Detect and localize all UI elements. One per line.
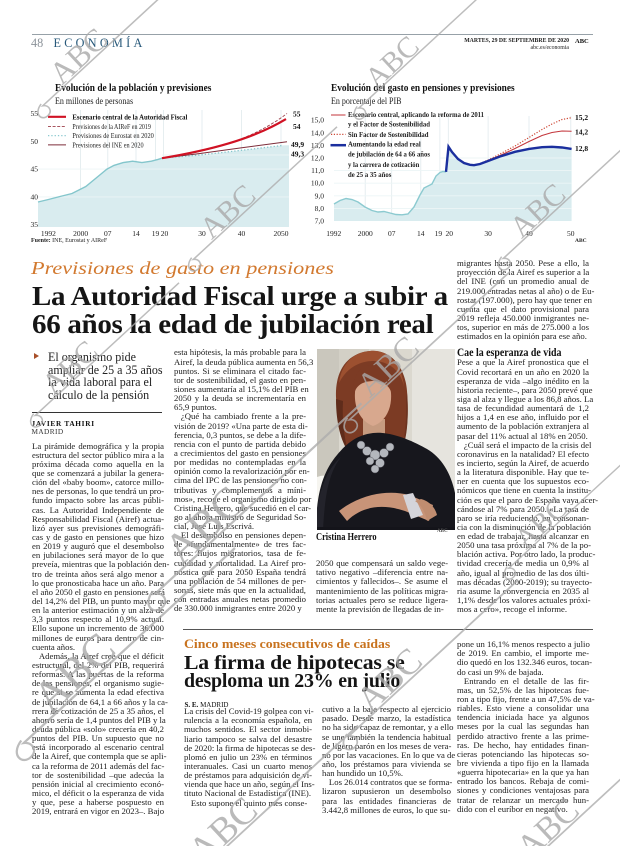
svg-text:30: 30 (484, 229, 492, 238)
svg-text:14,2: 14,2 (575, 128, 588, 137)
svg-text:54: 54 (293, 122, 301, 131)
svg-text:49,9: 49,9 (291, 140, 304, 149)
svg-text:ABC: ABC (575, 238, 587, 244)
svg-text:1992: 1992 (326, 229, 341, 238)
svg-text:19: 19 (435, 229, 443, 238)
svg-text:50: 50 (31, 137, 39, 146)
svg-text:Previsiones de la AIReF en 201: Previsiones de la AIReF en 2019 (72, 122, 151, 131)
svg-text:55: 55 (293, 110, 301, 119)
svg-text:14: 14 (417, 229, 425, 238)
svg-text:14,0: 14,0 (311, 128, 324, 137)
svg-text:35: 35 (31, 220, 39, 229)
svg-text:Previsiones del INE en 2020: Previsiones del INE en 2020 (72, 141, 143, 150)
svg-text:2050: 2050 (274, 229, 289, 238)
svg-text:1992: 1992 (41, 229, 56, 238)
svg-text:Sin Factor de Sostenibilidad: Sin Factor de Sostenibilidad (348, 130, 429, 139)
svg-text:49,3: 49,3 (291, 150, 304, 159)
svg-text:11,0: 11,0 (311, 166, 324, 175)
svg-text:9,0: 9,0 (315, 191, 325, 200)
svg-text:Escenario central, aplicando l: Escenario central, aplicando la reforma … (348, 110, 484, 119)
svg-text:7,0: 7,0 (315, 217, 325, 226)
svg-text:30: 30 (198, 229, 206, 238)
svg-text:de jubilación de 64 a 66 años: de jubilación de 64 a 66 años (348, 150, 430, 159)
svg-text:19: 19 (152, 229, 160, 238)
svg-text:y la carrera de cotización: y la carrera de cotización (348, 160, 420, 169)
svg-text:55: 55 (31, 109, 39, 118)
svg-text:45: 45 (31, 165, 39, 174)
svg-text:20: 20 (446, 229, 454, 238)
svg-text:50: 50 (567, 229, 575, 238)
svg-text:07: 07 (104, 229, 112, 238)
svg-text:40: 40 (31, 192, 39, 201)
svg-text:07: 07 (388, 229, 396, 238)
svg-text:15,2: 15,2 (575, 113, 588, 122)
svg-text:Fuente: INE, Eurostat y AIReF: Fuente: INE, Eurostat y AIReF (31, 238, 108, 244)
svg-text:Escenario central de la Autori: Escenario central de la Autoridad Fiscal (72, 112, 187, 121)
svg-text:de 25 a 35 años: de 25 a 35 años (348, 170, 391, 179)
svg-text:y el Factor de Sostenibilidad: y el Factor de Sostenibilidad (348, 120, 431, 129)
svg-text:20: 20 (161, 229, 169, 238)
svg-text:15,0: 15,0 (311, 116, 324, 125)
svg-text:Aumentando la edad real: Aumentando la edad real (348, 140, 421, 149)
svg-text:13,0: 13,0 (311, 141, 324, 150)
svg-text:12,0: 12,0 (311, 154, 324, 163)
svg-text:40: 40 (238, 229, 246, 238)
svg-text:40: 40 (525, 229, 533, 238)
svg-text:12,8: 12,8 (575, 144, 588, 153)
svg-text:2000: 2000 (73, 229, 88, 238)
svg-text:8,0: 8,0 (315, 204, 325, 213)
svg-text:Previsiones de Eurostat en 202: Previsiones de Eurostat en 2020 (72, 131, 154, 140)
svg-text:10,0: 10,0 (311, 179, 324, 188)
svg-text:2000: 2000 (358, 229, 373, 238)
svg-text:14: 14 (132, 229, 140, 238)
